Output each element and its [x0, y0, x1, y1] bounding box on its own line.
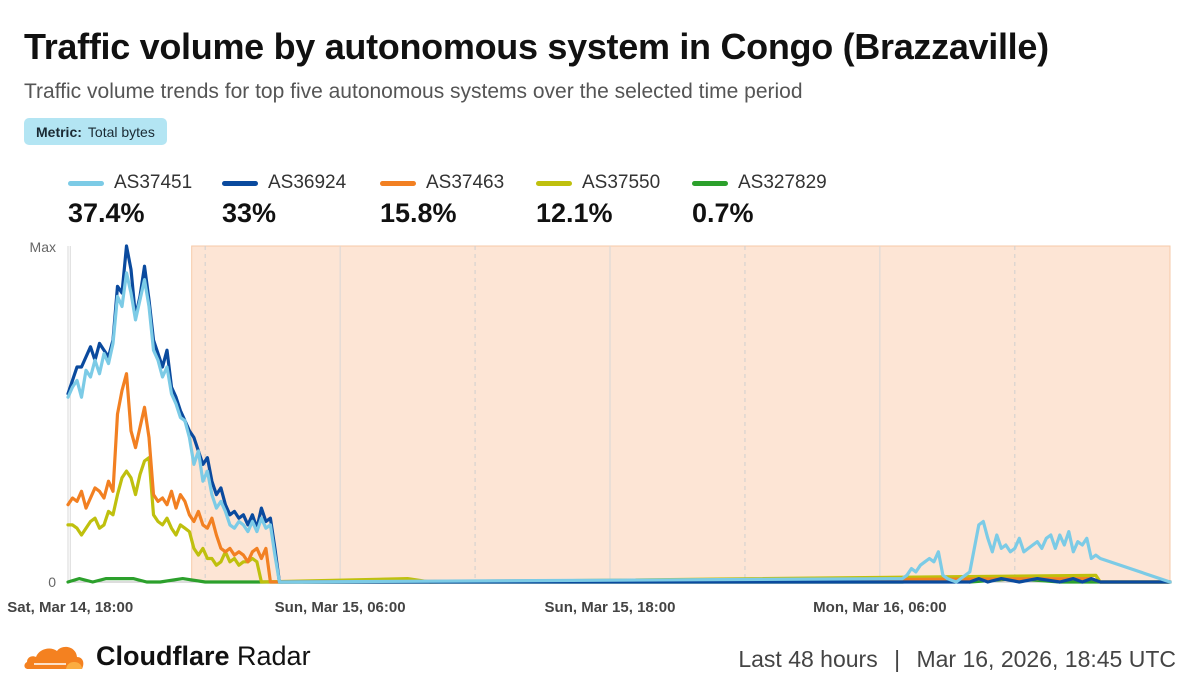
legend-share: 0.7% — [692, 198, 754, 228]
x-tick-label: Sun, Mar 15, 18:00 — [545, 599, 676, 616]
chart-subtitle: Traffic volume trends for top five auton… — [24, 80, 803, 103]
footer-separator: | — [894, 646, 901, 672]
legend-share: 15.8% — [380, 198, 457, 228]
highlight-region — [191, 245, 1171, 583]
legend-swatch — [222, 180, 258, 186]
legend-name: AS37550 — [582, 172, 661, 193]
cloud-icon — [24, 646, 84, 669]
timestamp: Mar 16, 2026, 18:45 UTC — [916, 646, 1176, 672]
x-tick-label: Mon, Mar 16, 06:00 — [813, 599, 946, 616]
legend-swatch — [692, 180, 728, 186]
y-tick-label: Max — [30, 239, 56, 255]
metric-badge[interactable]: Metric: Total bytes — [24, 118, 167, 145]
series-line-as37463 — [66, 372, 1172, 584]
legend-item-as327829[interactable]: AS327829 0.7% — [692, 170, 827, 229]
series-line-as37451 — [66, 271, 1172, 584]
legend-swatch — [536, 180, 572, 186]
brand-bold: Cloudflare — [96, 640, 230, 671]
legend-item-as37451[interactable]: AS37451 37.4% — [68, 170, 192, 229]
legend-name: AS37451 — [114, 172, 193, 193]
legend-share: 12.1% — [536, 198, 613, 228]
x-tick-label: Sat, Mar 14, 18:00 — [7, 599, 133, 616]
legend-item-as36924[interactable]: AS36924 33% — [222, 170, 346, 229]
legend-item-as37550[interactable]: AS37550 12.1% — [536, 170, 660, 229]
legend-name: AS327829 — [738, 172, 827, 193]
cloudflare-logo: Cloudflare Radar — [22, 640, 311, 672]
footer-info: Last 48 hours | Mar 16, 2026, 18:45 UTC — [738, 646, 1176, 673]
legend-item-as37463[interactable]: AS37463 15.8% — [380, 170, 504, 229]
x-tick-label: Sun, Mar 15, 06:00 — [275, 599, 406, 616]
legend-name: AS36924 — [268, 172, 347, 193]
legend-share: 33% — [222, 198, 277, 228]
legend-share: 37.4% — [68, 198, 145, 228]
legend-swatch — [68, 180, 104, 186]
brand-rest: Radar — [229, 640, 311, 671]
chart-title: Traffic volume by autonomous system in C… — [24, 26, 1049, 67]
line-chart[interactable]: Max 0 Sat, Mar 14, 18:00 Sun, Mar 15, 06:00… — [0, 230, 1200, 630]
metric-value: Total bytes — [87, 123, 155, 140]
metric-label: Metric: — [36, 123, 82, 140]
y-tick-label: 0 — [48, 574, 56, 590]
brand-name: Cloudflare Radar — [96, 641, 311, 672]
legend-name: AS37463 — [426, 172, 505, 193]
legend-swatch — [380, 180, 416, 186]
time-range: Last 48 hours — [738, 646, 878, 672]
